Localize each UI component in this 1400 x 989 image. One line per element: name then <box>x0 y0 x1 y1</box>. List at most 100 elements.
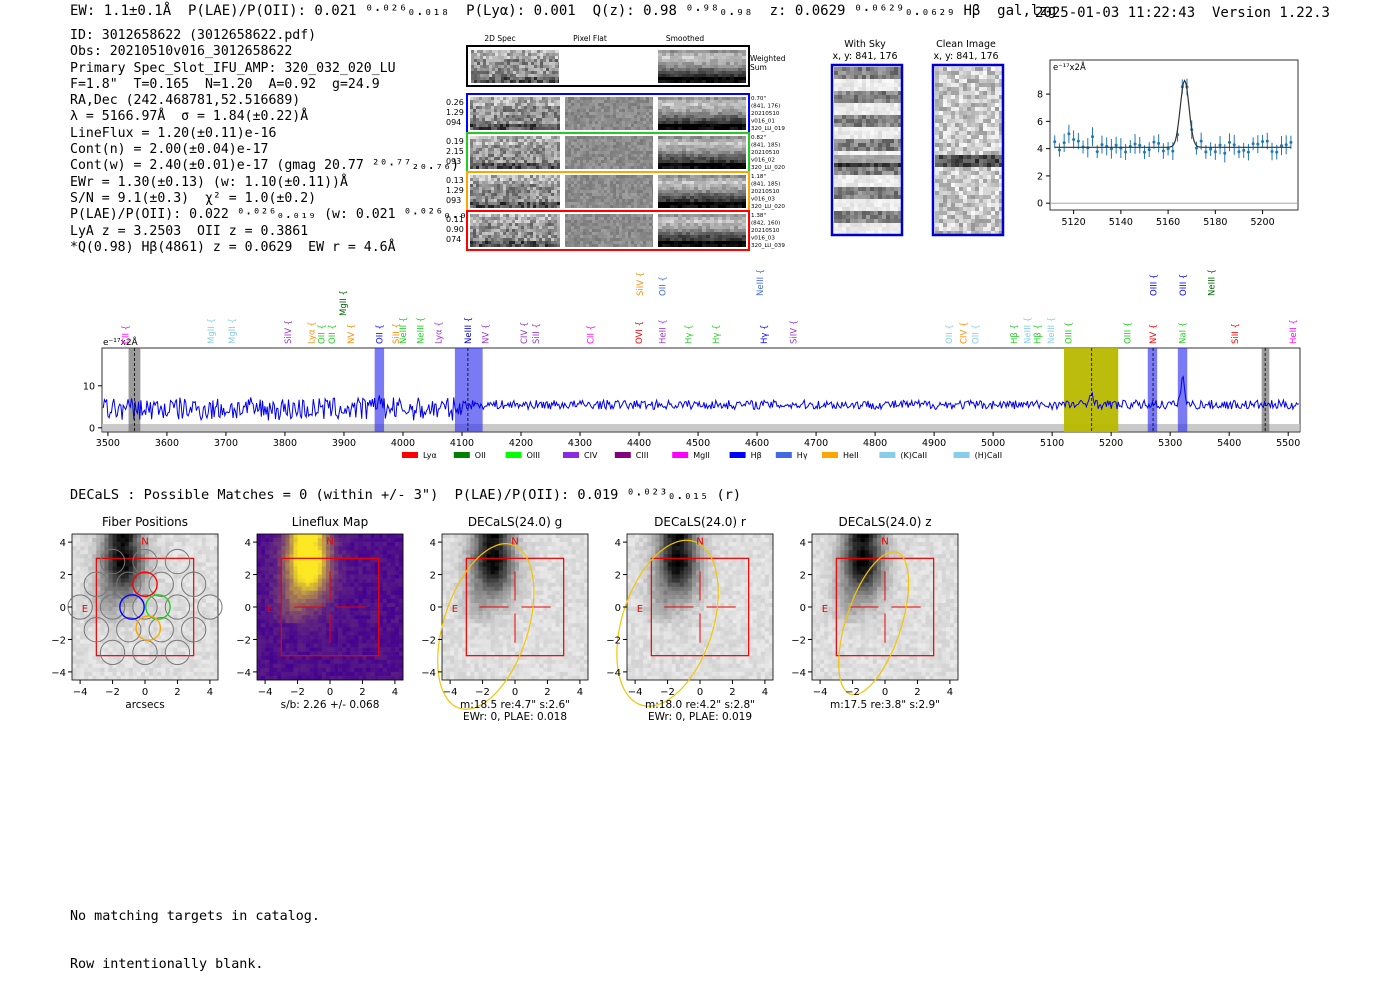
thumb-ytick-label: 0 <box>800 603 806 614</box>
legend-label: CIV <box>584 451 598 460</box>
spec-row-stat: 1.29 <box>446 186 464 195</box>
spectrum-xtick-label: 4800 <box>863 438 887 449</box>
zoom-ytick-label: 0 <box>1037 199 1043 210</box>
info-line: F=1.8" T=0.165 N=1.20 A=0.92 g=24.9 <box>70 77 491 93</box>
spectrum-line-label: OIII { <box>1150 274 1160 296</box>
thumb-ytick-label: 2 <box>800 571 806 582</box>
spec-row-meta: v016_03 <box>751 236 775 242</box>
legend-swatch <box>730 452 746 458</box>
spectrum-line-label: Hγ { <box>712 324 722 344</box>
thumb-caption: EWr: 0, PLAE: 0.018 <box>463 711 567 723</box>
spectrum-line-label: Hβ { <box>1033 324 1043 344</box>
spec-row-meta: (842, 160) <box>751 221 780 227</box>
spectrum-line-region <box>1178 348 1187 432</box>
thumb-xtick-label: 4 <box>762 687 768 698</box>
noise-image <box>658 50 746 83</box>
spectrum-line-label: OIII { <box>1124 322 1134 344</box>
noise-image <box>470 214 560 247</box>
footer-line-2: Row intentionally blank. <box>70 957 320 973</box>
thumb-ytick-label: 0 <box>245 603 251 614</box>
spectrum-xtick-label: 3600 <box>155 438 179 449</box>
spectrum-line-label: CIV { <box>960 322 970 344</box>
spectrum-line-label: SiII { <box>532 323 542 344</box>
thumb-xtick-label: −4 <box>443 687 458 698</box>
legend-swatch <box>402 452 418 458</box>
spectrum-xtick-label: 4400 <box>627 438 651 449</box>
spectrum-line-label: SiIV { <box>636 272 646 296</box>
thumb-ytick-label: 0 <box>60 603 66 614</box>
spectrum-line-label: NV { <box>1149 324 1159 344</box>
thumb-ytick-label: −2 <box>51 635 66 646</box>
spec-row-stat: 093 <box>446 196 461 205</box>
spectrum-line-label: NeIII { <box>464 317 474 344</box>
spectrum-line-label: HeII { <box>1289 319 1299 344</box>
thumb-ytick-label: −2 <box>606 635 621 646</box>
spectrum-line-label: CII { <box>587 325 597 344</box>
legend-label: (H)CaII <box>975 451 1002 460</box>
spectrum-xtick-label: 4100 <box>450 438 474 449</box>
thumb-ytick-label: −2 <box>791 635 806 646</box>
legend-label: OII <box>475 451 486 460</box>
spec-col-label: Pixel Flat <box>573 34 607 43</box>
thumb-xtick-label: 0 <box>327 687 333 698</box>
thumb-ytick-label: 4 <box>60 538 66 549</box>
thumb-ytick-label: 2 <box>60 571 66 582</box>
thumb-caption: m:18.0 re:4.2" s:2.8" <box>645 699 755 711</box>
noise-image <box>565 136 653 169</box>
spectrum-xtick-label: 4700 <box>804 438 828 449</box>
zoom-ytick-label: 6 <box>1037 117 1043 128</box>
thumb-ytick-label: 4 <box>430 538 436 549</box>
spectrum-line-region <box>1148 348 1157 432</box>
east-marker: E <box>822 604 828 615</box>
thumb-title: DECaLS(24.0) g <box>468 515 562 529</box>
thumb-ytick-label: −2 <box>236 635 251 646</box>
zoom-xtick-label: 5120 <box>1062 217 1086 228</box>
thumb-xtick-label: −4 <box>258 687 273 698</box>
thumb-title: DECaLS(24.0) r <box>654 515 746 529</box>
thumb-xtick-label: 2 <box>544 687 550 698</box>
noise-image <box>470 175 560 208</box>
thumb-xtick-label: 2 <box>359 687 365 698</box>
spec-row-meta: (841, 185) <box>751 182 780 188</box>
spec-row-meta: (841, 176) <box>751 104 780 110</box>
thumb-ytick-label: −4 <box>791 668 806 679</box>
spec-row-stat: 0.26 <box>446 98 464 107</box>
spectrum-xtick-label: 4500 <box>686 438 710 449</box>
spectrum-xtick-label: 5000 <box>981 438 1005 449</box>
north-marker: N <box>881 537 888 548</box>
thumb-ytick-label: −4 <box>236 668 251 679</box>
thumb-xtick-label: −2 <box>845 687 860 698</box>
spec-row-meta: 1.38" <box>751 213 766 219</box>
spectrum-ytick-label: 10 <box>83 381 95 392</box>
thumb-ytick-label: 0 <box>615 603 621 614</box>
spectrum-line-label: NeIII { <box>1023 317 1033 344</box>
thumb-ytick-label: 2 <box>245 571 251 582</box>
spectrum-plot-frame <box>102 348 1300 432</box>
zoom-plot-frame <box>1050 60 1298 210</box>
spectrum-line-label: HeII { <box>659 319 669 344</box>
legend-swatch <box>672 452 688 458</box>
spectrum-line-label: NeIII { <box>756 270 766 296</box>
spectrum-xtick-label: 4900 <box>922 438 946 449</box>
legend-swatch <box>563 452 579 458</box>
spectrum-line-label: Hβ { <box>1010 324 1020 344</box>
spec-row-meta: 20210510 <box>751 150 780 156</box>
info-line: P(LAE)/P(OII): 0.022 ⁰·⁰²⁶₀.₀₁₉ (w: 0.02… <box>70 207 491 223</box>
spectrum-xtick-label: 4600 <box>745 438 769 449</box>
thumb-ytick-label: 4 <box>245 538 251 549</box>
thumb-xtick-label: 4 <box>392 687 398 698</box>
clean-image-title: Clean Image <box>936 39 996 50</box>
legend-label: OIII <box>527 451 540 460</box>
zoom-xtick-label: 5200 <box>1250 217 1274 228</box>
spec-row-stat: 093 <box>446 157 461 166</box>
north-marker: N <box>326 537 333 548</box>
spec-row-stat: 0.11 <box>446 215 464 224</box>
spectrum-line-label: Lyα { <box>434 321 444 344</box>
spectrum-xtick-label: 5100 <box>1040 438 1064 449</box>
spectrum-xtick-label: 5500 <box>1276 438 1300 449</box>
legend-swatch <box>454 452 470 458</box>
thumb-ytick-label: −4 <box>421 668 436 679</box>
spec-row-meta: 20210510 <box>751 189 780 195</box>
thumb-xtick-label: 4 <box>577 687 583 698</box>
spec-row-meta: 320_LU_020 <box>751 165 785 171</box>
